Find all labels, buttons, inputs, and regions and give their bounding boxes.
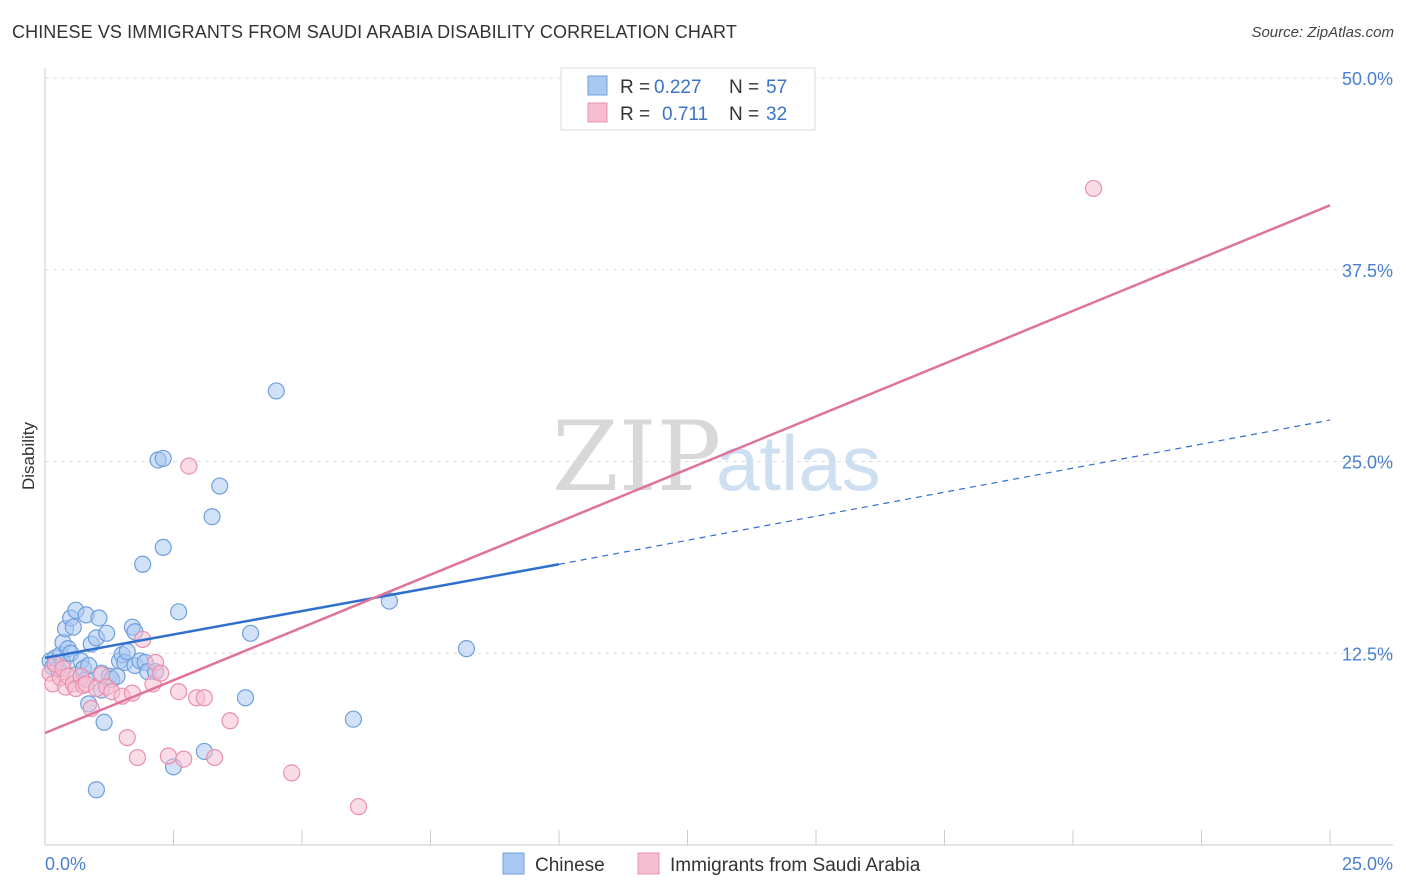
legend-r-label: R = <box>620 104 650 125</box>
bottom-legend-label-saudi: Immigrants from Saudi Arabia <box>670 855 921 876</box>
y-tick-label: 37.5% <box>1342 261 1393 281</box>
saudi-point <box>206 748 224 767</box>
x-tick-label-min: 0.0% <box>45 854 86 874</box>
chinese-point <box>98 624 116 642</box>
chinese-point <box>64 618 82 636</box>
legend-n-label: N = <box>729 104 759 125</box>
chinese-point <box>134 555 152 573</box>
watermark-zip: ZIP <box>552 401 721 513</box>
chinese-trend-line <box>44 563 560 660</box>
chart-title: CHINESE VS IMMIGRANTS FROM SAUDI ARABIA … <box>12 22 737 42</box>
chinese-point <box>211 477 229 495</box>
chinese-point <box>344 710 362 728</box>
saudi-point <box>349 798 368 816</box>
saudi-trend-line <box>44 204 1331 735</box>
x-axis-ticks <box>44 830 1331 845</box>
saudi-point <box>159 747 177 765</box>
legend-r-value: 0.227 <box>654 77 702 98</box>
series-saudi-points <box>41 179 1103 816</box>
saudi-point <box>128 748 147 767</box>
gridlines <box>45 77 1393 654</box>
y-tick-label: 25.0% <box>1342 453 1393 473</box>
saudi-point <box>283 764 301 782</box>
chinese-point <box>267 382 285 400</box>
source-credit: Source: ZipAtlas.com <box>1251 24 1394 41</box>
chinese-point <box>95 713 113 731</box>
chinese-point <box>457 640 476 658</box>
saudi-point <box>152 664 170 682</box>
legend-n-value: 57 <box>766 77 787 98</box>
y-tick-label: 12.5% <box>1342 644 1393 664</box>
watermark-atlas: atlas <box>716 419 881 507</box>
chinese-point <box>170 603 188 621</box>
legend-n-value: 32 <box>766 104 787 125</box>
legend-swatch-blue <box>587 75 608 96</box>
saudi-point <box>118 729 136 747</box>
chinese-trend-extension <box>558 419 1331 565</box>
legend-n-label: N = <box>729 77 759 98</box>
chinese-point <box>236 689 255 707</box>
chinese-point <box>203 508 221 526</box>
bottom-legend-label-chinese: Chinese <box>535 855 605 876</box>
saudi-point <box>175 750 193 768</box>
trend-lines <box>44 204 1331 735</box>
bottom-legend-swatch-saudi <box>637 852 660 875</box>
saudi-point <box>221 712 239 730</box>
stats-legend: R = 0.227 N = 57 R = 0.711 N = 32 <box>560 67 816 131</box>
bottom-legend-swatch-chinese <box>502 852 525 875</box>
chinese-point <box>154 449 172 468</box>
chinese-point <box>90 609 108 627</box>
saudi-point <box>180 457 198 475</box>
y-axis-label: Disability <box>19 421 38 490</box>
legend-r-label: R = <box>620 77 650 98</box>
bottom-legend: Chinese Immigrants from Saudi Arabia <box>502 852 921 876</box>
legend-r-value: 0.711 <box>662 104 708 125</box>
saudi-point <box>1084 179 1103 198</box>
x-tick-label-max: 25.0% <box>1342 854 1393 874</box>
chinese-point <box>242 624 260 642</box>
y-tick-label: 50.0% <box>1342 69 1393 89</box>
chinese-point <box>154 538 172 557</box>
saudi-point <box>195 689 213 707</box>
saudi-point <box>170 682 188 701</box>
chinese-point <box>87 781 106 799</box>
legend-swatch-pink <box>587 102 608 123</box>
